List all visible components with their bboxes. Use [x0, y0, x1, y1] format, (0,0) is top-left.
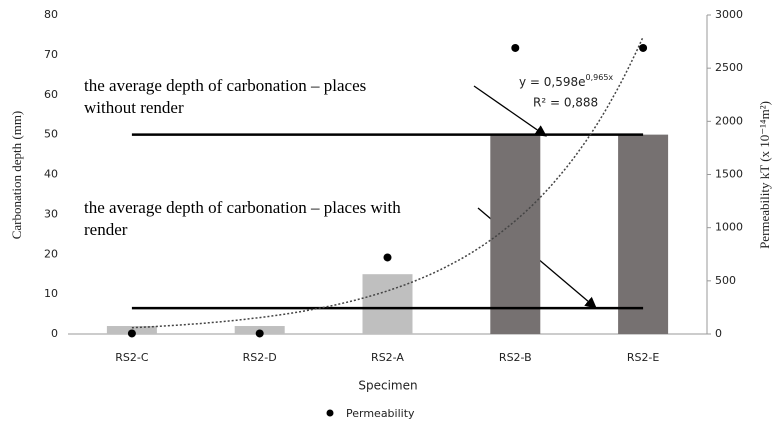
- y-axis-title: Carbonation depth (mm): [9, 111, 24, 240]
- y-tick-label: 20: [44, 247, 58, 260]
- x-tick-label: RS2-C: [115, 351, 149, 364]
- equation-exponent: 0,965x: [586, 73, 614, 82]
- y2-tick-label: 1000: [715, 221, 743, 234]
- arrow: [473, 85, 547, 137]
- x-tick-label: RS2-E: [627, 351, 660, 364]
- trendline-r2: R² = 0,888: [533, 96, 598, 110]
- y-tick-label: 70: [44, 48, 58, 61]
- legend-marker: [326, 409, 334, 417]
- point: [127, 329, 136, 338]
- y-tick-label: 80: [44, 8, 58, 21]
- y2-tick-label: 500: [715, 274, 736, 287]
- y-tick-label: 40: [44, 168, 58, 181]
- bar: [362, 274, 413, 334]
- y-tick-label: 50: [44, 128, 58, 141]
- y2-tick-label: 2500: [715, 61, 743, 74]
- y-tick-label: 30: [44, 207, 58, 220]
- x-tick-label: RS2-D: [243, 351, 277, 364]
- y2-axis-title: Permeability kT (x 10⁻¹⁴m²): [757, 101, 772, 249]
- point: [255, 329, 264, 338]
- y-tick-label: 10: [44, 287, 58, 300]
- point: [639, 43, 648, 52]
- x-axis-title: Specimen: [358, 379, 417, 393]
- equation: y = 0,598e: [519, 75, 586, 89]
- bar: [618, 134, 669, 334]
- trendline: [131, 36, 644, 329]
- annotation: render: [84, 220, 128, 239]
- annotation: the average depth of carbonation – place…: [84, 198, 401, 217]
- x-tick-label: RS2-B: [499, 351, 532, 364]
- y-tick-label: 60: [44, 88, 58, 101]
- legend-label: Permeability: [346, 407, 415, 420]
- annotation: the average depth of carbonation – place…: [84, 76, 366, 95]
- point: [511, 43, 520, 52]
- y2-tick-label: 2000: [715, 114, 743, 127]
- y2-tick-label: 3000: [715, 8, 743, 21]
- bar: [490, 134, 541, 334]
- trendline-equation: y = 0,598e0,965x: [519, 73, 613, 89]
- annotation: without render: [84, 98, 184, 117]
- y2-tick-label: 1500: [715, 168, 743, 181]
- point: [383, 253, 392, 262]
- y2-tick-label: 0: [715, 327, 722, 340]
- x-tick-label: RS2-A: [371, 351, 404, 364]
- y-tick-label: 0: [51, 327, 58, 340]
